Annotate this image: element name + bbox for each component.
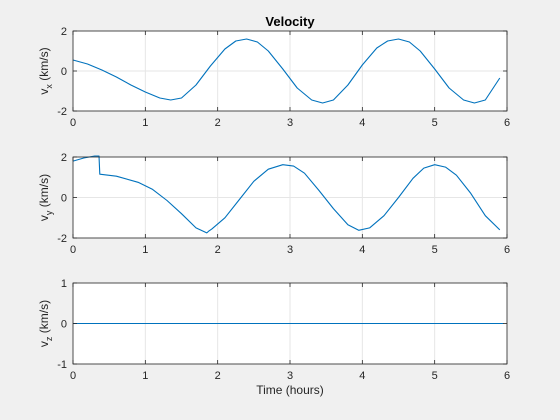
x-tick-label: 6 [504, 370, 510, 382]
x-tick-label: 4 [359, 244, 365, 256]
y-axis-label: vz (km/s) [37, 300, 54, 347]
x-tick-label: 0 [70, 370, 76, 382]
x-tick-label: 1 [142, 117, 148, 129]
x-tick-label: 5 [432, 244, 438, 256]
y-axis-label: vy (km/s) [37, 174, 54, 221]
y-axis-label: vx (km/s) [37, 47, 54, 94]
y-tick-label: -2 [57, 233, 67, 245]
x-tick-label: 0 [70, 117, 76, 129]
y-tick-label: 0 [61, 66, 67, 78]
x-tick-label: 5 [432, 117, 438, 129]
x-tick-label: 1 [142, 370, 148, 382]
x-tick-label: 2 [215, 370, 221, 382]
x-tick-label: 5 [432, 370, 438, 382]
x-tick-label: 3 [287, 370, 293, 382]
y-tick-label: 2 [61, 26, 67, 38]
x-tick-label: 2 [215, 117, 221, 129]
x-tick-label: 3 [287, 244, 293, 256]
y-tick-label: 0 [61, 193, 67, 205]
y-tick-label: 2 [61, 152, 67, 164]
y-tick-label: 1 [61, 278, 67, 290]
x-tick-label: 4 [359, 117, 365, 129]
x-tick-label: 3 [287, 117, 293, 129]
x-tick-label: 6 [504, 117, 510, 129]
series-line-1 [72, 155, 501, 234]
y-tick-label: 0 [61, 319, 67, 331]
y-tick-label: -1 [57, 359, 67, 371]
series-line-1 [72, 38, 501, 104]
x-tick-label: 4 [359, 370, 365, 382]
x-axis-label: Time (hours) [256, 383, 324, 397]
y-tick-label: -2 [57, 106, 67, 118]
x-tick-label: 6 [504, 244, 510, 256]
x-tick-label: 0 [70, 244, 76, 256]
x-tick-label: 2 [215, 244, 221, 256]
figure-title: Velocity [265, 14, 315, 29]
x-tick-label: 1 [142, 244, 148, 256]
